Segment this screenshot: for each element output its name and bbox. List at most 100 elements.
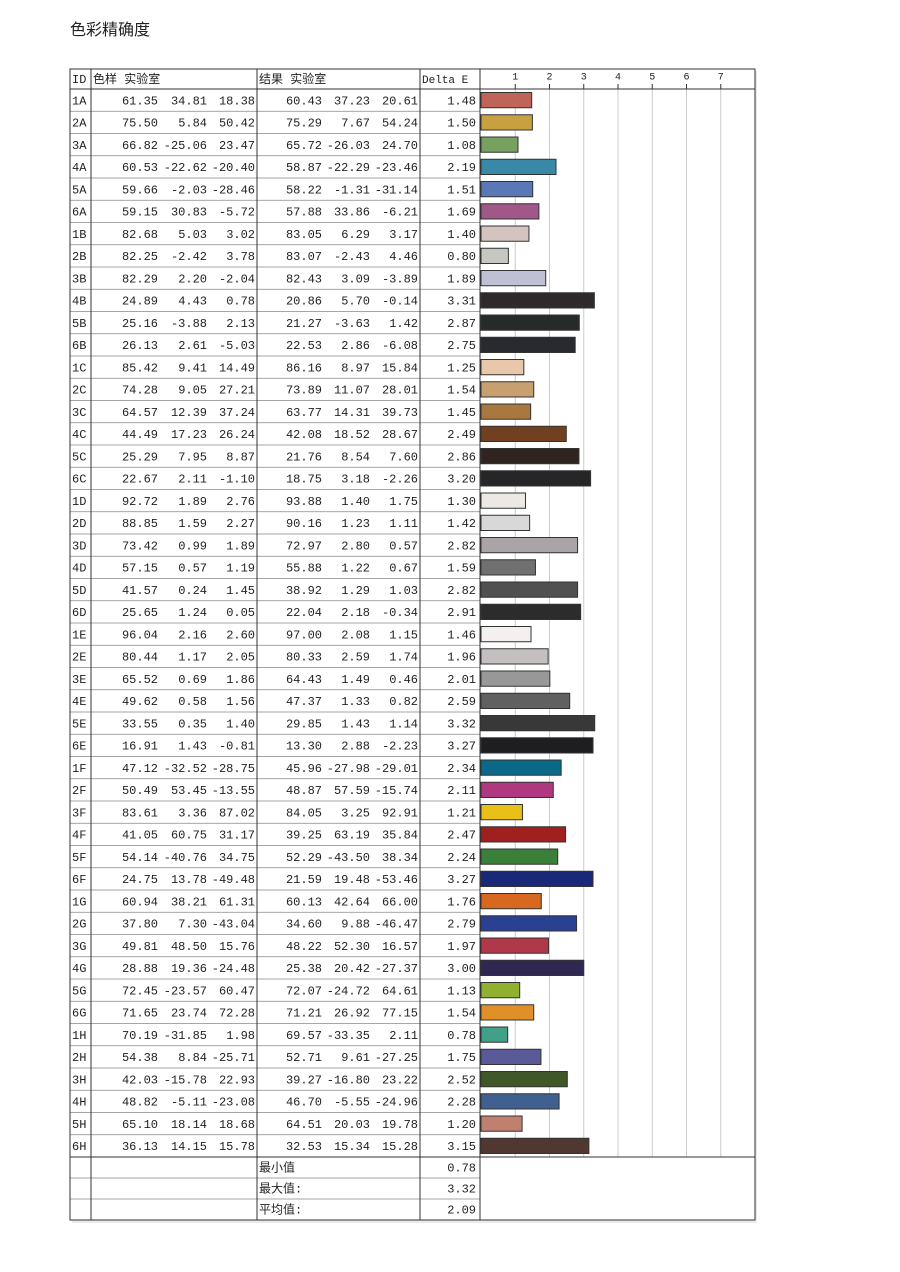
delta-e-value: 1.08 [447, 139, 476, 153]
delta-e-value: 3.20 [447, 473, 476, 487]
result-value: 71.21 [286, 1007, 322, 1021]
sample-value: 42.03 [122, 1073, 158, 1087]
sample-value: 41.57 [122, 584, 158, 598]
result-value: 82.43 [286, 272, 322, 286]
result-value: 6.29 [341, 228, 370, 242]
result-value: 38.34 [382, 851, 418, 865]
result-value: 1.03 [389, 584, 418, 598]
sample-value: 19.36 [171, 962, 207, 976]
result-value: -0.34 [382, 606, 418, 620]
delta-e-bar [480, 848, 559, 865]
sample-value: 0.35 [178, 717, 207, 731]
sample-value: 7.30 [178, 918, 207, 932]
sample-value: 0.05 [226, 606, 255, 620]
sample-value: 60.75 [171, 829, 207, 843]
sample-value: 18.14 [171, 1118, 207, 1132]
sample-value: 9.41 [178, 361, 207, 375]
result-value: 58.87 [286, 161, 322, 175]
result-value: 93.88 [286, 495, 322, 509]
sample-value: 1.56 [226, 695, 255, 709]
header-cell: ID [72, 73, 86, 87]
delta-e-value: 2.52 [447, 1073, 476, 1087]
result-value: -33.35 [327, 1029, 370, 1043]
sample-value: 25.65 [122, 606, 158, 620]
result-value: -5.55 [334, 1096, 370, 1110]
sample-value: 22.67 [122, 473, 158, 487]
row-id: 5A [72, 183, 87, 197]
delta-e-bar [480, 581, 579, 598]
sample-value: 50.49 [122, 784, 158, 798]
row-id: 6A [72, 206, 87, 220]
result-value: 29.85 [286, 717, 322, 731]
sample-value: 0.57 [178, 562, 207, 576]
result-value: 15.34 [334, 1140, 370, 1154]
delta-e-bar [480, 247, 509, 264]
sample-value: -2.42 [171, 250, 207, 264]
result-value: 32.53 [286, 1140, 322, 1154]
result-value: 72.07 [286, 984, 322, 998]
result-value: 21.59 [286, 873, 322, 887]
result-value: -31.14 [375, 183, 418, 197]
result-value: 52.71 [286, 1051, 322, 1065]
result-value: 0.46 [389, 673, 418, 687]
sample-value: 36.13 [122, 1140, 158, 1154]
sample-value: 1.17 [178, 651, 207, 665]
axis-tick-label: 5 [649, 73, 655, 84]
delta-e-value: 2.82 [447, 539, 476, 553]
summary-label: 最小值 [259, 1160, 295, 1176]
sample-value: 9.05 [178, 384, 207, 398]
delta-e-value: 2.75 [447, 339, 476, 353]
result-value: 83.07 [286, 250, 322, 264]
result-value: 15.84 [382, 361, 418, 375]
sample-value: 1.43 [178, 740, 207, 754]
delta-e-bar [480, 603, 582, 620]
delta-e-bar [480, 136, 519, 153]
result-value: 73.89 [286, 384, 322, 398]
row-id: 2H [72, 1051, 86, 1065]
sample-value: 1.98 [226, 1029, 255, 1043]
sample-value: 25.16 [122, 317, 158, 331]
summary-value: 0.78 [447, 1162, 476, 1176]
sample-value: -23.08 [212, 1096, 255, 1110]
row-id: 2F [72, 784, 86, 798]
row-id: 1F [72, 762, 86, 776]
sample-value: 73.42 [122, 539, 158, 553]
result-value: 24.70 [382, 139, 418, 153]
sample-value: 82.29 [122, 272, 158, 286]
sample-value: 30.83 [171, 206, 207, 220]
sample-value: 1.86 [226, 673, 255, 687]
delta-e-value: 3.31 [447, 295, 476, 309]
sample-value: -25.71 [212, 1051, 255, 1065]
result-value: 2.18 [341, 606, 370, 620]
row-id: 1A [72, 94, 87, 108]
sample-value: 16.91 [122, 740, 158, 754]
result-value: -26.03 [327, 139, 370, 153]
sample-value: 18.38 [219, 94, 255, 108]
delta-e-bar [480, 314, 580, 331]
axis-tick-label: 6 [683, 73, 689, 84]
axis-tick-label: 1 [512, 73, 518, 84]
sample-value: 17.23 [171, 428, 207, 442]
result-value: 19.48 [334, 873, 370, 887]
delta-e-bar [480, 92, 533, 109]
sample-value: -20.40 [212, 161, 255, 175]
row-id: 2E [72, 651, 86, 665]
sample-value: 49.81 [122, 940, 158, 954]
sample-value: 15.76 [219, 940, 255, 954]
sample-value: -28.75 [212, 762, 255, 776]
sample-value: 59.66 [122, 183, 158, 197]
sample-value: 64.57 [122, 406, 158, 420]
delta-e-value: 2.01 [447, 673, 476, 687]
sample-value: -0.81 [219, 740, 255, 754]
sample-value: 87.02 [219, 806, 255, 820]
header-cell: 结果 实验室 [259, 71, 326, 87]
sample-value: 80.44 [122, 651, 158, 665]
result-value: 75.29 [286, 117, 322, 131]
sample-value: 38.21 [171, 895, 207, 909]
result-value: 0.82 [389, 695, 418, 709]
sample-value: 88.85 [122, 517, 158, 531]
sample-value: 27.21 [219, 384, 255, 398]
sample-value: 3.02 [226, 228, 255, 242]
table-frame [69, 68, 756, 1221]
result-value: 8.97 [341, 361, 370, 375]
